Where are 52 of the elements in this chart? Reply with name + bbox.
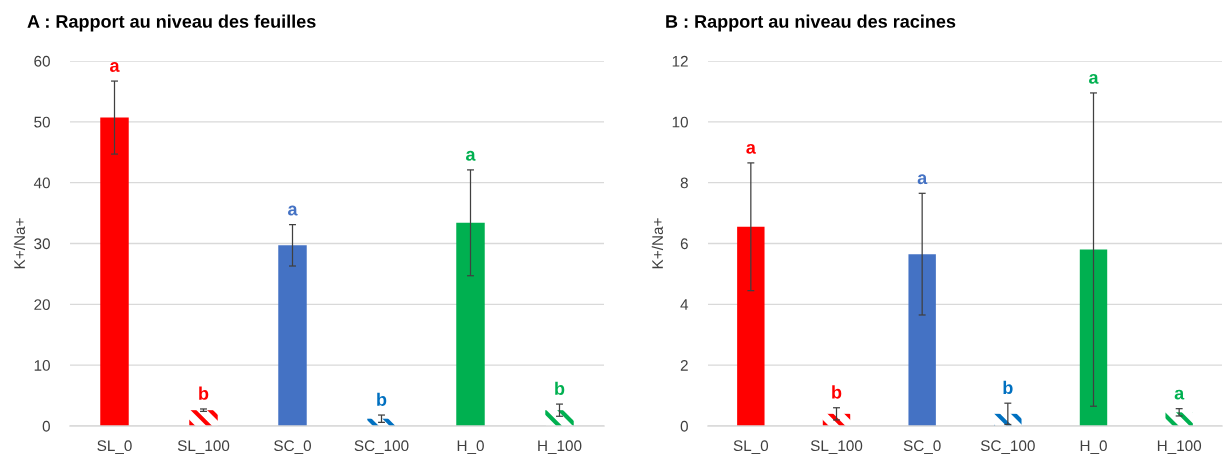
chart-title: B : Rapport au niveau des racines (666, 14, 956, 32)
y-axis-title: K+/Na+ (651, 218, 663, 269)
annotation: b (832, 385, 842, 399)
y-tick-label: 30 (34, 238, 50, 250)
bar (456, 222, 485, 426)
bar (908, 254, 936, 426)
bar (1079, 249, 1108, 426)
x-tick-label: H_0 (1080, 440, 1107, 454)
x-tick-label: SC_0 (903, 440, 941, 454)
y-tick-label: 0 (42, 420, 50, 432)
y-tick-label: 20 (34, 299, 50, 311)
annotation: a (110, 62, 120, 72)
y-tick-label: 10 (34, 360, 50, 371)
y-tick-label: 10 (672, 116, 688, 128)
y-tick-label: 2 (680, 360, 688, 371)
y-axis-title: K+/Na+ (13, 218, 25, 269)
annotation: a (746, 143, 756, 154)
bar (100, 117, 129, 426)
x-tick-label: SC_100 (980, 440, 1035, 454)
annotation: b (199, 386, 209, 400)
y-tick-label: 12 (672, 55, 688, 67)
x-tick-label: H_100 (1157, 440, 1202, 454)
x-tick-label: H_0 (457, 440, 484, 454)
annotation: a (466, 150, 476, 161)
y-tick-label: 8 (680, 177, 688, 189)
x-tick-label: SL_0 (97, 440, 132, 454)
y-tick-label: 0 (680, 420, 688, 432)
annotation: a (1174, 389, 1185, 400)
bar (189, 410, 218, 426)
annotation: b (1003, 380, 1013, 395)
annotation: b (555, 381, 565, 395)
bar (278, 245, 307, 426)
bar (737, 226, 765, 426)
annotation: a (1089, 73, 1099, 84)
x-tick-label: SC_100 (354, 440, 409, 454)
annotation: a (288, 205, 298, 216)
x-tick-label: SC_0 (274, 440, 312, 454)
annotation: b (377, 392, 387, 406)
x-tick-label: H_100 (538, 440, 582, 454)
y-tick-label: 6 (680, 238, 688, 250)
bar (1165, 412, 1193, 426)
x-tick-label: SL_100 (177, 440, 230, 454)
bar (545, 410, 574, 426)
y-tick-label: 50 (34, 116, 50, 128)
y-tick-label: 40 (33, 177, 50, 189)
annotation: a (917, 174, 928, 185)
x-tick-label: SL_0 (733, 440, 769, 454)
bar (994, 413, 1022, 426)
chart-title: A : Rapport au niveau des feuilles (27, 14, 316, 32)
y-tick-label: 60 (34, 55, 50, 67)
x-tick-label: SL_100 (810, 440, 863, 454)
y-tick-label: 4 (680, 299, 689, 310)
